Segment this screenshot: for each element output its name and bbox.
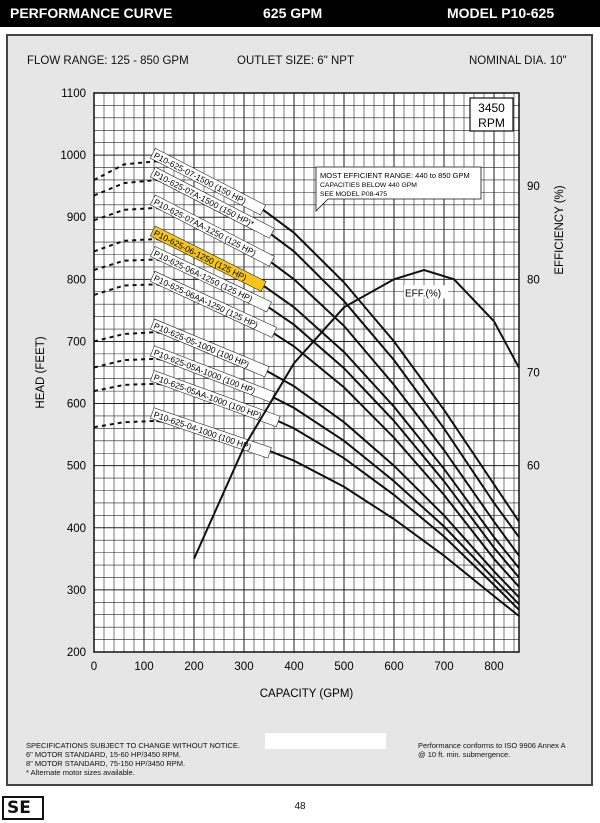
- rpm-box: [469, 97, 514, 132]
- y2-tick-label: 90: [527, 181, 540, 193]
- y-tick-label: 900: [67, 212, 86, 224]
- y2-axis-label: EFFICIENCY (%): [554, 185, 566, 274]
- nominal-diameter-text: NOMINAL DIA. 10": [469, 55, 567, 67]
- efficiency-label-box: [404, 285, 448, 299]
- footer-iso-line: @ 10 ft. min. submergence.: [418, 750, 511, 759]
- x-tick-label: 100: [134, 661, 153, 673]
- curve-low-flow-segment: [93, 357, 157, 369]
- curve-label-box: [150, 407, 272, 459]
- curve-label-highlight: [149, 225, 267, 292]
- efficient-range-note: CAPACITIES BELOW 440 GPM: [320, 182, 417, 189]
- y2-tick-label: 80: [527, 274, 540, 286]
- curve-label-box: [149, 318, 270, 378]
- footer-blank-box: [265, 733, 386, 749]
- x-tick-label: 300: [234, 661, 253, 673]
- curve-low-flow-segment: [93, 258, 157, 271]
- header-gpm: 625 GPM: [263, 5, 323, 21]
- efficient-range-note: SEE MODEL P08-475: [320, 191, 387, 198]
- curve-label-box: [149, 148, 266, 216]
- y-tick-label: 600: [67, 399, 86, 411]
- x-axis-label: CAPACITY (GPM): [260, 688, 354, 700]
- y-tick-label: 800: [67, 274, 86, 286]
- y-tick-label: 400: [67, 523, 86, 535]
- curve-low-flow-segment: [93, 179, 157, 197]
- y-tick-label: 200: [67, 647, 86, 659]
- curve-label-box: [150, 370, 281, 428]
- footer-notes: SPECIFICATIONS SUBJECT TO CHANGE WITHOUT…: [26, 741, 240, 777]
- efficiency-label: EFF.(%): [405, 288, 441, 299]
- curve-low-flow-segment: [93, 160, 157, 181]
- y-tick-label: 700: [67, 336, 86, 348]
- curve-low-flow-segment: [93, 206, 157, 222]
- curve-low-flow-segment: [93, 382, 157, 393]
- efficient-range-note: MOST EFFICIENT RANGE: 440 to 850 GPM: [320, 171, 470, 180]
- footer-note-line: SPECIFICATIONS SUBJECT TO CHANGE WITHOUT…: [26, 741, 240, 750]
- y-tick-label: 1100: [61, 88, 86, 100]
- x-tick-label: 0: [91, 661, 97, 673]
- footer-note-line: * Alternate motor sizes available.: [26, 768, 135, 777]
- y-tick-label: 500: [67, 461, 86, 473]
- x-tick-label: 800: [484, 661, 503, 673]
- curve-label-box: [149, 270, 277, 338]
- curve-label-box: [149, 166, 275, 239]
- y2-tick-label: 60: [527, 461, 540, 473]
- footer-iso-note: Performance conforms to ISO 9906 Annex A…: [418, 741, 566, 759]
- rpm-value: 3450: [478, 101, 505, 115]
- x-tick-label: 600: [384, 661, 403, 673]
- company-logo: SE: [2, 796, 44, 820]
- x-tick-label: 400: [284, 661, 303, 673]
- efficient-range-callout: [315, 166, 482, 212]
- flow-range-text: FLOW RANGE: 125 - 850 GPM: [27, 55, 189, 67]
- rpm-unit: RPM: [478, 116, 505, 130]
- curve-label-box: [149, 194, 275, 267]
- plot-frame: [93, 92, 520, 653]
- y-tick-label: 1000: [60, 150, 86, 162]
- header-bar: PERFORMANCE CURVE 625 GPM MODEL P10-625: [0, 0, 600, 27]
- curve-label-box: [149, 246, 272, 313]
- curve-low-flow-segment: [93, 331, 157, 343]
- x-tick-label: 500: [334, 661, 353, 673]
- x-tick-label: 700: [434, 661, 453, 673]
- efficiency-curve: [193, 268, 520, 560]
- y-axis-label: HEAD (FEET): [35, 336, 47, 408]
- footer-iso-line: Performance conforms to ISO 9906 Annex A: [418, 741, 566, 750]
- footer-note-line: 8" MOTOR STANDARD, 75-150 HP/3450 RPM.: [26, 759, 186, 768]
- x-tick-label: 200: [184, 661, 203, 673]
- y2-tick-label: 70: [527, 368, 540, 380]
- curve-low-flow-segment: [93, 283, 157, 296]
- y-tick-label: 300: [67, 585, 86, 597]
- header-model: MODEL P10-625: [447, 5, 555, 21]
- curve-low-flow-segment: [93, 238, 157, 253]
- outlet-size-text: OUTLET SIZE: 6" NPT: [237, 55, 354, 67]
- curve-low-flow-segment: [93, 419, 157, 429]
- header-title: PERFORMANCE CURVE: [10, 5, 173, 21]
- footer-note-line: 6" MOTOR STANDARD, 15-60 HP/3450 RPM.: [26, 750, 181, 759]
- page-number: 48: [294, 801, 306, 812]
